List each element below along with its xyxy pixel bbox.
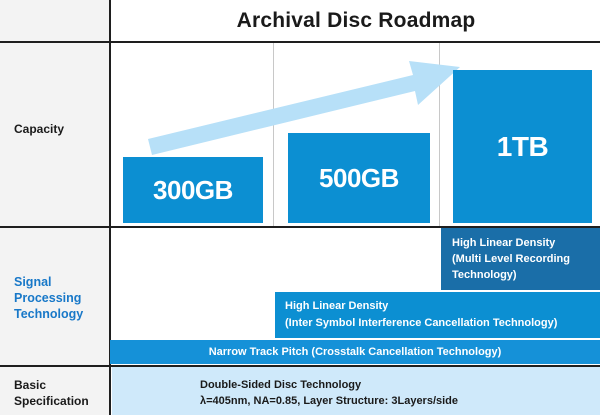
basic-spec-band (112, 366, 600, 415)
tech-narrow-track-pitch: Narrow Track Pitch (Crosstalk Cancellati… (110, 340, 600, 364)
mlr-line-2: (Multi Level Recording (452, 253, 570, 265)
divider-title (0, 41, 600, 43)
mlr-line-3: Technology) (452, 269, 517, 281)
tech-high-density-mlr: High Linear Density (Multi Level Recordi… (441, 228, 600, 290)
column-guide-2 (439, 43, 440, 227)
isi-line-2: (Inter Symbol Interference Cancellation … (285, 317, 558, 329)
capacity-500gb: 500GB (288, 133, 430, 223)
page-title: Archival Disc Roadmap (236, 8, 476, 32)
growth-arrow-icon (148, 61, 460, 155)
row-label-basic-spec: Basic Specification (14, 377, 89, 409)
signal-label-line-3: Technology (14, 307, 84, 321)
basic-spec-text: Double-Sided Disc Technology λ=405nm, NA… (200, 377, 458, 409)
basic-spec-line-2: λ=405nm, NA=0.85, Layer Structure: 3Laye… (200, 395, 459, 407)
row-label-column (0, 0, 110, 415)
column-guide-1 (273, 43, 274, 227)
tech-high-density-isi: High Linear Density (Inter Symbol Interf… (275, 292, 600, 338)
capacity-300gb: 300GB (123, 157, 263, 223)
divider-signal (0, 365, 600, 367)
divider-capacity (0, 226, 600, 228)
capacity-1tb: 1TB (453, 70, 592, 223)
signal-label-line-1: Signal (14, 275, 52, 289)
mlr-line-1: High Linear Density (452, 237, 556, 249)
basic-spec-line-1: Double-Sided Disc Technology (200, 379, 362, 391)
isi-line-1: High Linear Density (285, 300, 389, 312)
basic-spec-label-bg (0, 366, 110, 415)
basic-label-line-1: Basic (14, 378, 47, 392)
row-label-signal-processing: Signal Processing Technology (14, 274, 83, 322)
signal-label-line-2: Processing (14, 291, 82, 305)
narrow-track-label: Narrow Track Pitch (Crosstalk Cancellati… (208, 346, 502, 358)
row-label-capacity: Capacity (14, 122, 65, 136)
divider-label-column (109, 0, 111, 415)
basic-label-line-2: Specification (14, 394, 89, 408)
